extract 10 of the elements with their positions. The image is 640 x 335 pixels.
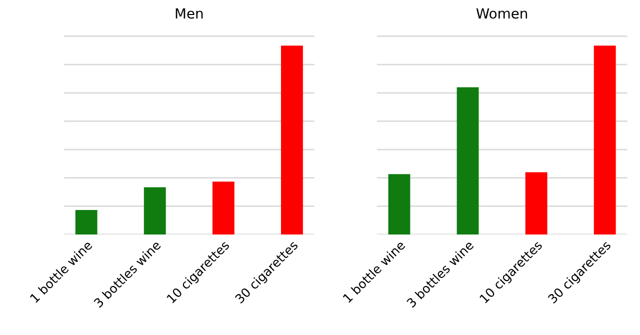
chart-title: Men	[176, 8, 203, 19]
chart-title: Women	[476, 8, 528, 19]
bar	[594, 46, 616, 234]
bar	[144, 187, 166, 234]
bar	[388, 174, 410, 234]
bar	[525, 172, 548, 234]
bar	[456, 87, 479, 234]
bar	[281, 46, 303, 234]
bar	[75, 210, 98, 234]
bar	[212, 182, 234, 234]
